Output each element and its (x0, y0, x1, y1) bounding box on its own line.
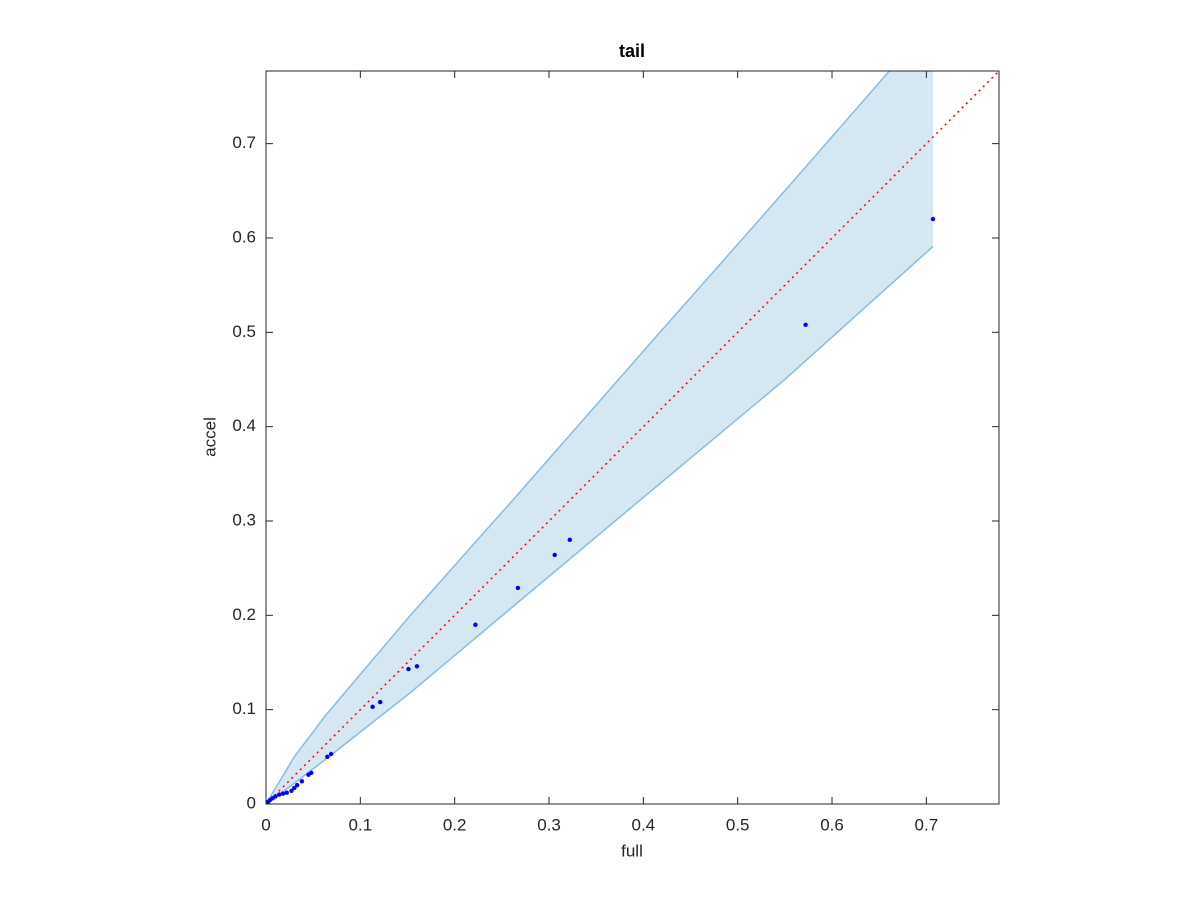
x-tick-label: 0.2 (443, 815, 467, 834)
data-point (414, 664, 420, 669)
data-point (930, 216, 936, 222)
data-point (515, 585, 521, 591)
data-point (289, 788, 294, 793)
x-tick-label: 0.7 (915, 815, 939, 834)
x-axis-label: full (621, 841, 643, 860)
y-tick-label: 0 (247, 793, 256, 812)
data-point (294, 782, 300, 788)
data-point (406, 666, 411, 672)
data-point (328, 751, 334, 757)
x-tick-label: 0.4 (632, 815, 656, 834)
data-point (325, 754, 330, 760)
y-axis-label: accel (200, 417, 219, 457)
y-tick-label: 0.5 (232, 322, 256, 341)
data-point (280, 791, 286, 796)
y-tick-label: 0.7 (232, 133, 256, 152)
y-tick-label: 0.2 (232, 605, 256, 624)
data-point (567, 537, 572, 543)
x-tick-label: 0.3 (537, 815, 561, 834)
data-point (306, 772, 311, 777)
data-point (284, 790, 289, 795)
y-tick-label: 0.3 (232, 510, 256, 529)
band-lower-edge (266, 245, 934, 804)
data-point (266, 800, 270, 804)
data-point (370, 704, 375, 710)
data-point (803, 322, 808, 327)
y-tick-label: 0.1 (232, 699, 256, 718)
axes-box (265, 70, 1000, 805)
band-fill (266, 71, 933, 804)
plot-area (266, 71, 999, 804)
band-upper-edge (266, 71, 891, 804)
y-tick-label: 0.4 (232, 416, 256, 435)
x-tick-label: 0.6 (820, 815, 844, 834)
x-tick-label: 0.5 (726, 815, 750, 834)
x-tick-label: 0.1 (349, 815, 373, 834)
y-tick-label: 0.6 (232, 227, 256, 246)
data-point (473, 622, 478, 627)
chart-title: tail (619, 41, 645, 61)
data-point (292, 785, 297, 791)
data-point (552, 552, 557, 558)
data-point (377, 699, 383, 705)
data-point (299, 779, 305, 784)
data-point (277, 792, 282, 797)
x-tick-label: 0 (261, 815, 270, 834)
